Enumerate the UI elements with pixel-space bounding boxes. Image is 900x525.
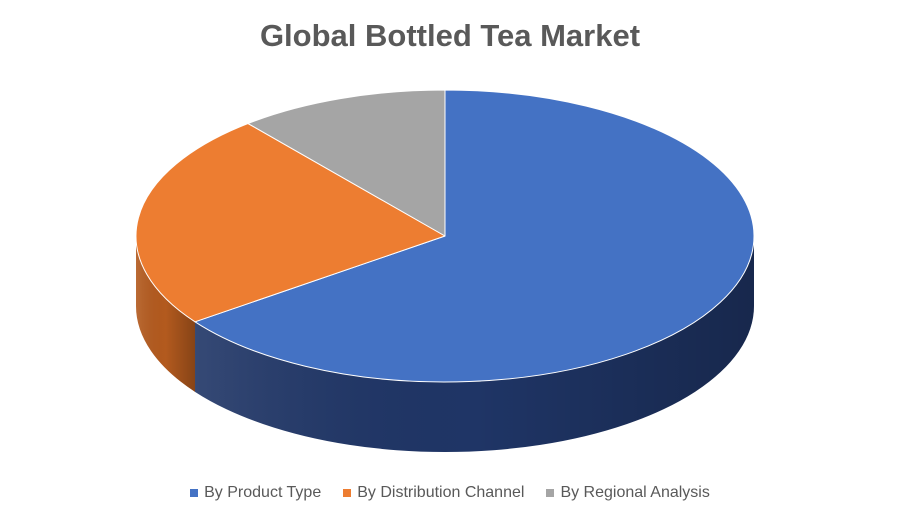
legend-item-by-product-type: By Product Type bbox=[190, 484, 321, 502]
legend-label: By Regional Analysis bbox=[560, 484, 710, 501]
legend-label: By Product Type bbox=[204, 484, 322, 501]
pie-slice-by-regional-analysis bbox=[247, 89, 446, 237]
legend-swatch bbox=[546, 489, 555, 497]
chart-legend: By Product Type By Distribution Channel By… bbox=[0, 484, 900, 502]
legend-item-by-regional-analysis: By Regional Analysis bbox=[546, 484, 710, 502]
pie-side-shade-by-distribution-channel bbox=[136, 236, 196, 392]
pie-tops bbox=[135, 89, 755, 383]
pie-slice-by-product-type bbox=[194, 89, 755, 383]
legend-swatch bbox=[190, 489, 199, 497]
pie-slice-by-distribution-channel bbox=[135, 123, 446, 323]
legend-swatch bbox=[343, 489, 352, 497]
pie-sides bbox=[136, 236, 755, 452]
chart-title: Global Bottled Tea Market bbox=[259, 18, 641, 53]
legend-label: By Distribution Channel bbox=[357, 484, 525, 501]
legend-item-by-distribution-channel: By Distribution Channel bbox=[343, 484, 524, 502]
pie-side-shade-by-product-type bbox=[195, 236, 755, 452]
